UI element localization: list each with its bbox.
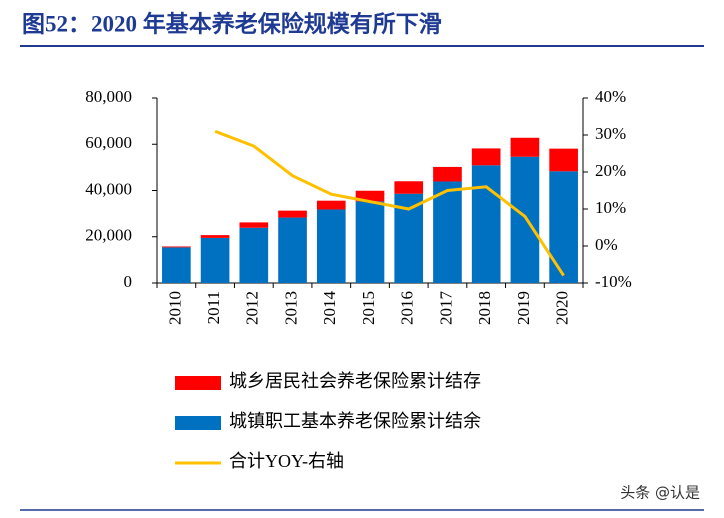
x-tick-label: 2020 — [553, 291, 572, 325]
x-tick-label: 2016 — [398, 291, 417, 325]
bar — [316, 209, 346, 283]
bar — [549, 148, 578, 172]
y-tick-label: 60,000 — [85, 133, 132, 152]
x-tick-label: 2018 — [475, 291, 494, 325]
bar — [239, 227, 269, 283]
bar — [278, 210, 307, 218]
y2-tick-label: 20% — [595, 161, 626, 180]
x-tick-label: 2017 — [436, 291, 455, 326]
x-tick-label: 2012 — [243, 291, 262, 325]
bar — [510, 156, 540, 283]
y-tick-label: 0 — [124, 272, 133, 291]
bar — [355, 201, 385, 283]
bar — [471, 165, 501, 283]
y-tick-label: 40,000 — [85, 179, 132, 198]
x-tick-label: 2014 — [320, 291, 339, 326]
watermark: 头条 @认是 — [620, 484, 700, 502]
bar — [200, 237, 230, 283]
bar — [471, 148, 501, 166]
x-tick-label: 2010 — [165, 291, 184, 325]
bar — [200, 235, 230, 238]
y2-tick-label: 10% — [595, 198, 626, 217]
bar — [162, 247, 191, 283]
bar — [162, 246, 191, 248]
bar — [433, 181, 462, 283]
bar — [394, 181, 424, 194]
bar — [355, 190, 385, 202]
x-tick-label: 2013 — [281, 291, 300, 325]
x-tick-label: 2015 — [359, 291, 378, 325]
y-tick-label: 20,000 — [85, 226, 132, 245]
legend-label: 合计YOY-右轴 — [229, 451, 344, 471]
x-tick-label: 2019 — [514, 291, 533, 325]
bar — [433, 166, 462, 182]
y-tick-label: 80,000 — [85, 87, 132, 106]
y2-tick-label: -10% — [595, 272, 632, 291]
legend-label: 城乡居民社会养老保险累计结存 — [229, 371, 481, 391]
line-series — [214, 129, 565, 277]
bar — [239, 222, 269, 228]
bar — [278, 217, 307, 283]
y2-tick-label: 40% — [595, 87, 626, 106]
legend-swatch — [175, 376, 221, 390]
y2-tick-label: 30% — [595, 124, 626, 143]
legend-swatch — [175, 416, 221, 430]
bar — [510, 137, 540, 157]
y2-tick-label: 0% — [595, 235, 618, 254]
legend-label: 城镇职工基本养老保险累计结余 — [229, 411, 481, 431]
chart-title: 图52：2020 年基本养老保险规模有所下滑 — [22, 10, 442, 36]
bar — [549, 171, 578, 283]
x-tick-label: 2011 — [204, 291, 223, 324]
bar — [316, 200, 346, 210]
